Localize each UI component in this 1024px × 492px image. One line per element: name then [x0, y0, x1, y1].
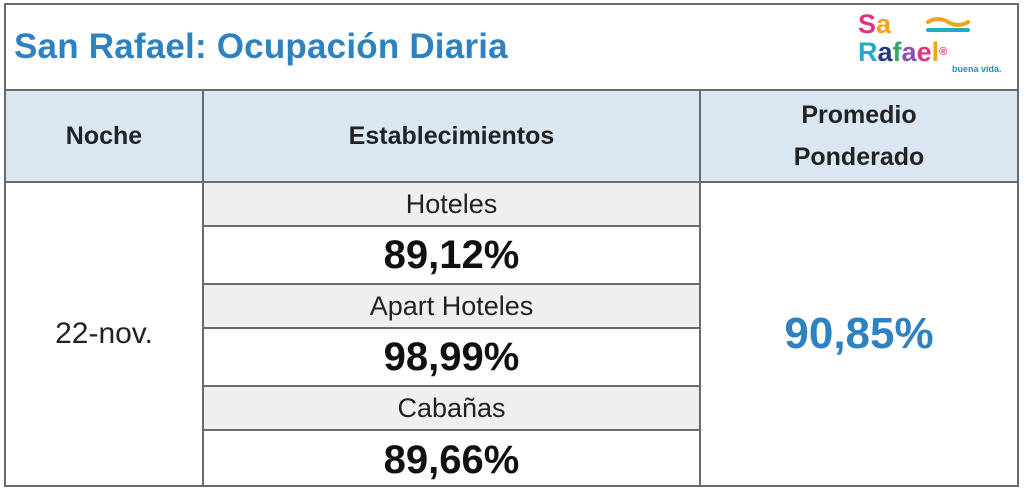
logo-tagline: buena vida. [952, 64, 1002, 74]
header-promedio-ponderado: Promedio Ponderado [701, 91, 1017, 183]
noche-value: 22-nov. [6, 183, 204, 485]
logo-text-line2: Rafael® [858, 37, 948, 67]
logo-wave-icon [926, 17, 970, 32]
est-label-apart-hoteles: Apart Hoteles [204, 285, 699, 329]
est-label-cabanas: Cabañas [204, 387, 699, 431]
header-establecimientos: Establecimientos [204, 91, 701, 183]
title-row: San Rafael: Ocupación Diaria Sa Rafael® … [6, 5, 1017, 91]
header-promedio-line2: Ponderado [793, 143, 925, 171]
logo-text-line1: Sa [858, 9, 892, 39]
est-value-apart-hoteles: 98,99% [204, 329, 699, 387]
san-rafael-logo: Sa Rafael® buena vida. [858, 9, 1002, 89]
est-label-hoteles: Hoteles [204, 183, 699, 227]
promedio-ponderado-value: 90,85% [784, 309, 934, 358]
establecimientos-column: Hoteles 89,12% Apart Hoteles 98,99% Caba… [204, 183, 701, 485]
est-value-hoteles: 89,12% [204, 227, 699, 285]
header-noche: Noche [6, 91, 204, 183]
page-title: San Rafael: Ocupación Diaria [14, 27, 508, 66]
occupancy-table: San Rafael: Ocupación Diaria Sa Rafael® … [4, 3, 1019, 487]
header-promedio-line1: Promedio [801, 101, 917, 129]
est-value-cabanas: 89,66% [383, 437, 520, 482]
